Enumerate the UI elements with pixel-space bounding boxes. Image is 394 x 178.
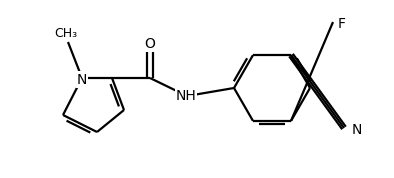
Text: NH: NH (176, 90, 196, 103)
Text: O: O (145, 36, 156, 51)
Text: N: N (352, 122, 362, 137)
Text: N: N (77, 72, 87, 87)
Text: CH₃: CH₃ (54, 27, 78, 40)
Text: F: F (338, 17, 346, 30)
